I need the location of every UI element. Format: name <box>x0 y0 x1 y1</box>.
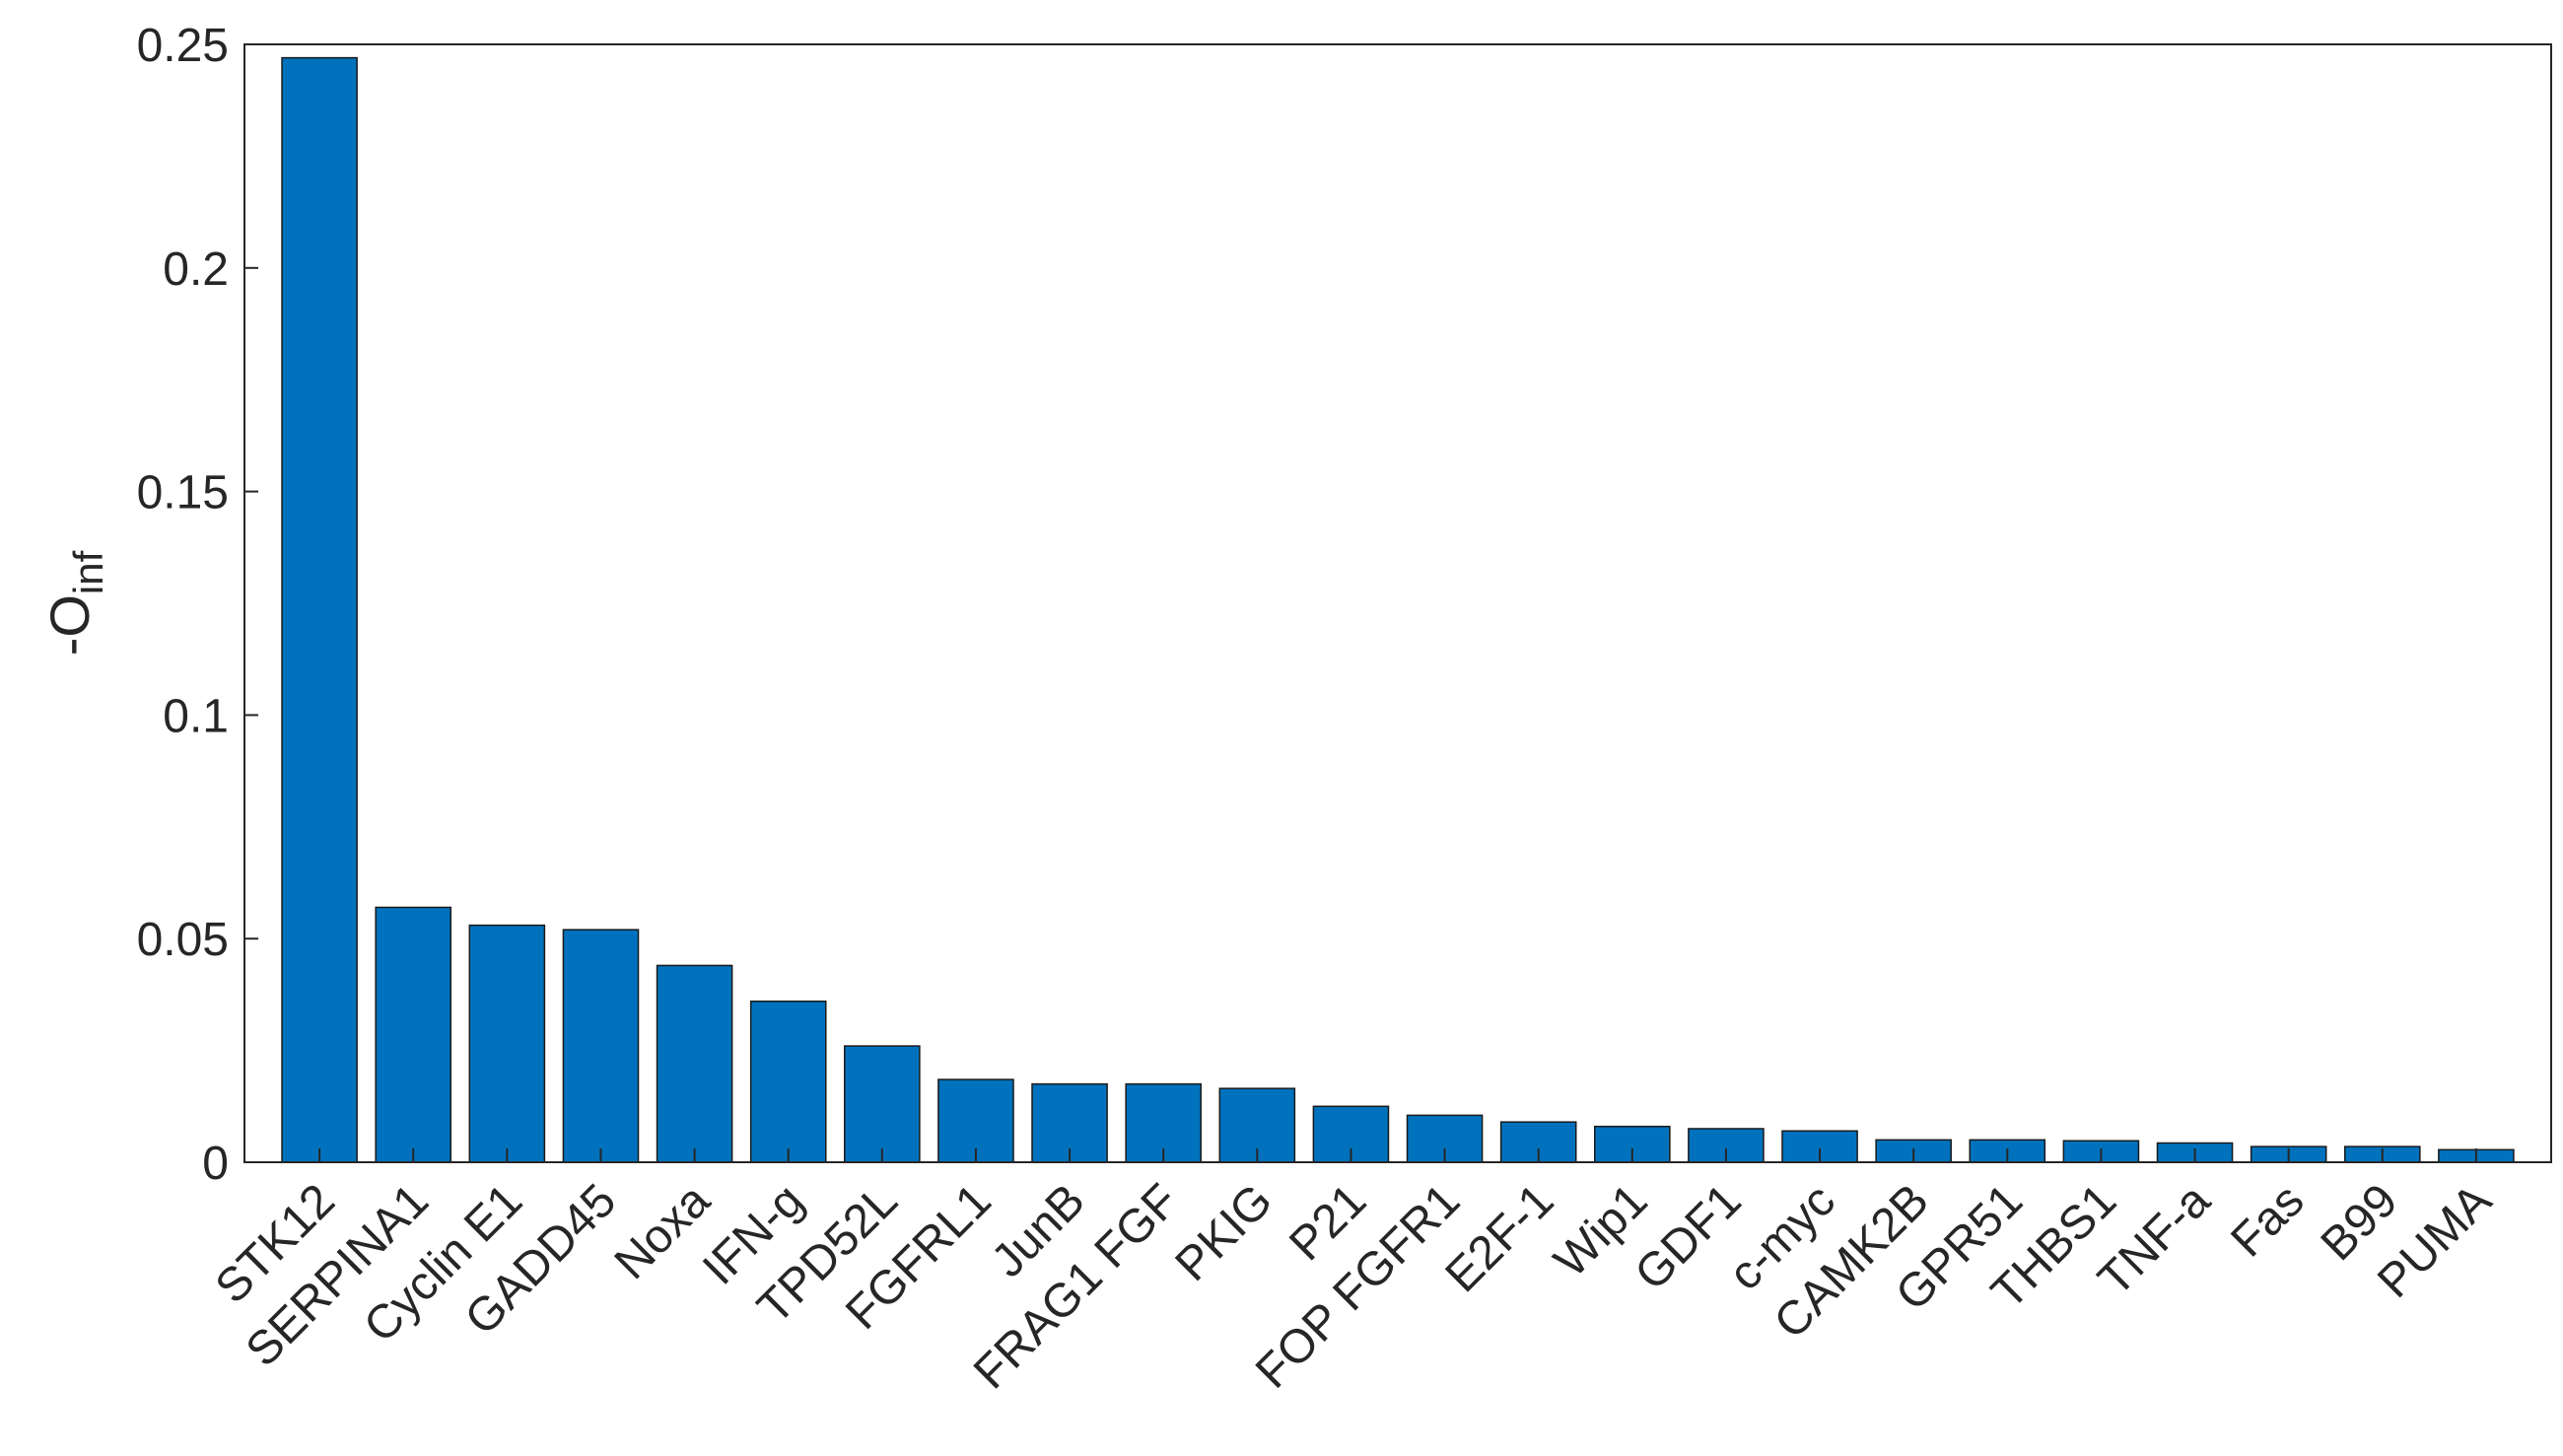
bars-group <box>281 56 2515 1163</box>
bar-stk12 <box>281 56 358 1163</box>
axes-frame <box>243 43 2552 1163</box>
bar-noxa <box>656 964 733 1163</box>
bar-tpd52l <box>844 1045 921 1163</box>
y-tick-label: 0 <box>202 1138 229 1190</box>
bar-cyclin-e1 <box>468 924 546 1163</box>
y-axis-label-subscript: inf <box>65 550 111 594</box>
x-tick-label: E2F-1 <box>1436 1174 1564 1302</box>
bar-ifn-g <box>749 1000 827 1163</box>
y-tick-label: 0.15 <box>137 467 229 520</box>
y-axis-label-main: -O <box>38 594 101 656</box>
y-axis-label: -Oinf <box>38 550 111 656</box>
x-tick-label: GDF1 <box>1626 1174 1752 1300</box>
y-tick-label: 0.1 <box>163 690 229 742</box>
bar-gadd45 <box>562 929 640 1163</box>
y-tick-label: 0.2 <box>163 243 229 296</box>
y-axis-ticks: 0 0.05 0.1 0.15 0.2 0.25 <box>137 20 258 1190</box>
x-tick-label: Noxa <box>605 1174 721 1289</box>
y-tick-label: 0.25 <box>137 20 229 72</box>
bar-frag1-fgf <box>1125 1082 1202 1163</box>
y-tick-label: 0.05 <box>137 914 229 966</box>
x-tick-label: Fas <box>2221 1174 2314 1267</box>
bar-serpina1 <box>375 906 452 1163</box>
x-tick-label: PKIG <box>1166 1174 1283 1291</box>
